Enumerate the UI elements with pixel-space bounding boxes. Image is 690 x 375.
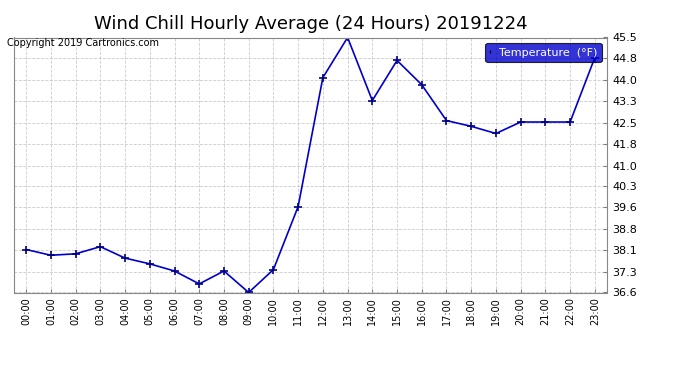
Title: Wind Chill Hourly Average (24 Hours) 20191224: Wind Chill Hourly Average (24 Hours) 201…	[94, 15, 527, 33]
Legend: Temperature  (°F): Temperature (°F)	[486, 43, 602, 62]
Text: Copyright 2019 Cartronics.com: Copyright 2019 Cartronics.com	[7, 38, 159, 48]
